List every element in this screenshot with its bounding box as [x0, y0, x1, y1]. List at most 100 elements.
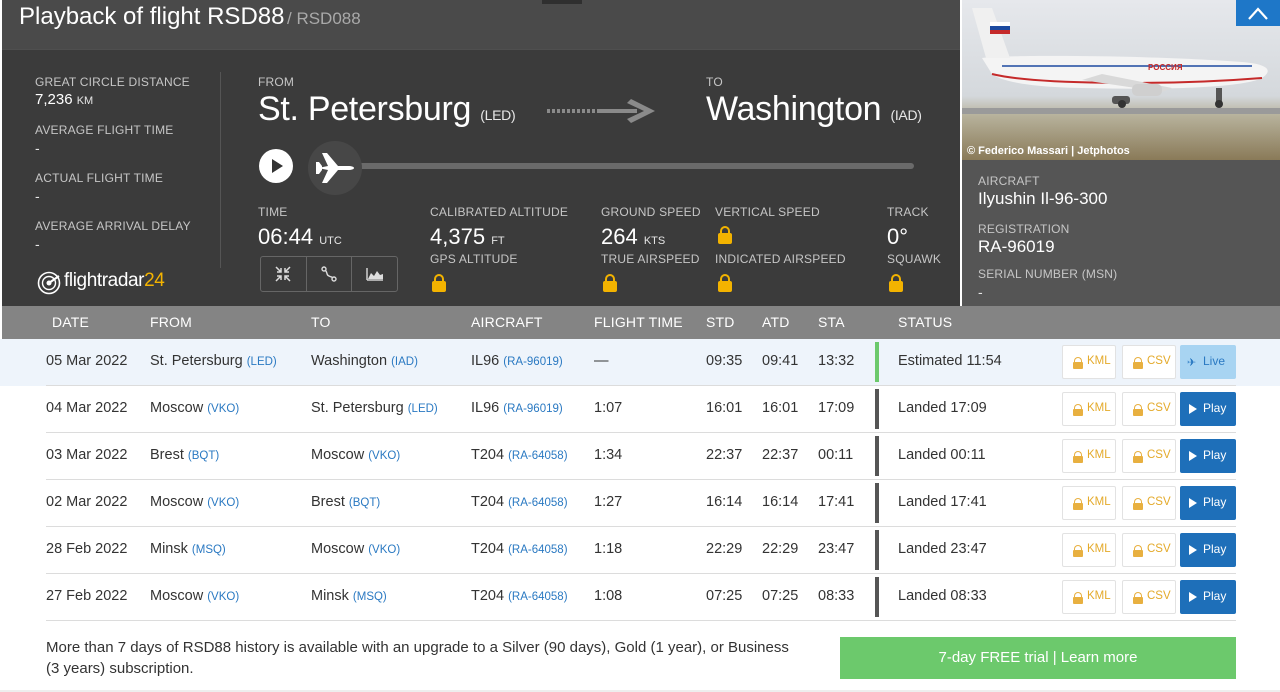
- from-code-link[interactable]: (MSQ): [191, 544, 226, 556]
- std-cell: 22:29: [706, 541, 743, 557]
- chart-icon: [365, 268, 383, 281]
- kml-button[interactable]: KML: [1062, 533, 1116, 567]
- live-button[interactable]: ✈ Live: [1180, 345, 1236, 379]
- plane-icon: [316, 153, 354, 183]
- registration-label: REGISTRATION: [978, 222, 1070, 236]
- csv-button[interactable]: CSV: [1122, 392, 1176, 426]
- indicated-airspeed-lock-icon: [718, 274, 732, 292]
- status-cell: Estimated 11:54: [898, 353, 1002, 369]
- avg-flight-time-label: AVERAGE FLIGHT TIME: [35, 123, 174, 137]
- to-code-link[interactable]: (VKO): [368, 544, 401, 556]
- actual-flight-time-label: ACTUAL FLIGHT TIME: [35, 171, 164, 185]
- kml-button[interactable]: KML: [1062, 439, 1116, 473]
- registration-link[interactable]: (RA-64058): [508, 450, 568, 462]
- title-bar: Playback of flight RSD88 / RSD088: [2, 0, 960, 50]
- to-cell: St. Petersburg (LED): [311, 400, 438, 416]
- from-code-link[interactable]: (VKO): [207, 497, 240, 509]
- csv-button[interactable]: CSV: [1122, 580, 1176, 614]
- to-code-link[interactable]: (VKO): [368, 450, 401, 462]
- registration-link[interactable]: (RA-64058): [508, 544, 568, 556]
- status-indicator: [875, 483, 879, 523]
- kml-button[interactable]: KML: [1062, 345, 1116, 379]
- timeline-handle[interactable]: [308, 141, 362, 195]
- row-divider: [46, 573, 1236, 574]
- flight-header: Playback of flight RSD88 / RSD088 GREAT …: [0, 0, 1280, 306]
- csv-button[interactable]: CSV: [1122, 486, 1176, 520]
- csv-button[interactable]: CSV: [1122, 533, 1176, 567]
- squawk-lock-icon: [889, 274, 903, 292]
- table-row[interactable]: 05 Mar 2022 St. Petersburg (LED) Washingto…: [0, 339, 1280, 386]
- from-code-link[interactable]: (LED): [246, 356, 277, 368]
- csv-button[interactable]: CSV: [1122, 345, 1176, 379]
- lock-icon: [1073, 545, 1083, 557]
- livery-text: РОССИЯ: [1148, 63, 1183, 72]
- from-code-link[interactable]: (VKO): [207, 591, 240, 603]
- to-code-link[interactable]: (LED): [407, 403, 438, 415]
- collapse-button[interactable]: [261, 257, 307, 291]
- play-icon: [1189, 498, 1197, 508]
- great-circle-value: 7,236 KM: [35, 91, 94, 108]
- col-sta: STA: [818, 314, 845, 330]
- track-value: 0°: [887, 224, 909, 249]
- altitude-graph-button[interactable]: [352, 257, 397, 291]
- from-cell: Brest (BQT): [150, 447, 220, 463]
- to-code-link[interactable]: (MSQ): [352, 591, 387, 603]
- status-cell: Landed 00:11: [898, 447, 986, 463]
- to-cell: Brest (BQT): [311, 494, 381, 510]
- playback-panel: Playback of flight RSD88 / RSD088 GREAT …: [2, 0, 960, 306]
- atd-cell: 22:37: [762, 447, 799, 463]
- flight-time-cell: 1:34: [594, 447, 623, 463]
- collapse-panel-button[interactable]: [1236, 0, 1280, 26]
- play-icon: [1189, 592, 1197, 602]
- col-from: FROM: [150, 314, 193, 330]
- to-code-link[interactable]: (BQT): [348, 497, 381, 509]
- map-controls: [260, 256, 398, 292]
- table-row[interactable]: 02 Mar 2022 Moscow (VKO) Brest (BQT) T204 (…: [0, 480, 1280, 527]
- status-indicator: [875, 342, 879, 382]
- free-trial-button[interactable]: 7-day FREE trial | Learn more: [840, 637, 1236, 679]
- kml-button[interactable]: KML: [1062, 392, 1116, 426]
- csv-button[interactable]: CSV: [1122, 439, 1176, 473]
- play-button[interactable]: Play: [1180, 580, 1236, 614]
- from-code-link[interactable]: (BQT): [187, 450, 220, 462]
- play-pause-button[interactable]: [259, 149, 293, 183]
- flight-time-cell: 1:27: [594, 494, 623, 510]
- registration-link[interactable]: (RA-64058): [508, 591, 568, 603]
- table-row[interactable]: 27 Feb 2022 Moscow (VKO) Minsk (MSQ) T204 (…: [0, 574, 1280, 621]
- kml-button[interactable]: KML: [1062, 486, 1116, 520]
- table-row[interactable]: 04 Mar 2022 Moscow (VKO) St. Petersburg (L…: [0, 386, 1280, 433]
- table-row[interactable]: 03 Mar 2022 Brest (BQT) Moscow (VKO) T204 (…: [0, 433, 1280, 480]
- lock-icon: [1073, 357, 1083, 369]
- status-indicator: [875, 530, 879, 570]
- upgrade-text: More than 7 days of RSD88 history is ava…: [46, 639, 789, 677]
- registration-link[interactable]: (RA-96019): [503, 403, 563, 415]
- bottom-divider: [0, 690, 1280, 692]
- kml-button[interactable]: KML: [1062, 580, 1116, 614]
- aircraft-cell: T204 (RA-64058): [471, 494, 568, 510]
- play-button[interactable]: Play: [1180, 392, 1236, 426]
- aircraft-cell: IL96 (RA-96019): [471, 400, 563, 416]
- vertical-speed-lock-icon: [718, 226, 732, 244]
- sta-cell: 08:33: [818, 588, 855, 604]
- row-divider: [46, 526, 1236, 527]
- timeline-track[interactable]: [342, 163, 914, 169]
- from-cell: Minsk (MSQ): [150, 541, 226, 557]
- col-date: DATE: [52, 314, 90, 330]
- from-code-link[interactable]: (VKO): [207, 403, 240, 415]
- play-button[interactable]: Play: [1180, 533, 1236, 567]
- play-button[interactable]: Play: [1180, 486, 1236, 520]
- great-circle-label: GREAT CIRCLE DISTANCE: [35, 75, 190, 89]
- tab-handle: [542, 0, 582, 4]
- registration-link[interactable]: (RA-96019): [503, 356, 563, 368]
- lock-icon: [1133, 357, 1143, 369]
- registration-link[interactable]: (RA-64058): [508, 497, 568, 509]
- from-city: St. Petersburg (LED): [258, 90, 516, 128]
- from-cell: St. Petersburg (LED): [150, 353, 277, 369]
- to-code-link[interactable]: (IAD): [391, 356, 418, 368]
- table-row[interactable]: 28 Feb 2022 Minsk (MSQ) Moscow (VKO) T204 (…: [0, 527, 1280, 574]
- route-button[interactable]: [307, 257, 353, 291]
- play-button[interactable]: Play: [1180, 439, 1236, 473]
- date-cell: 05 Mar 2022: [46, 353, 128, 369]
- to-cell: Minsk (MSQ): [311, 588, 387, 604]
- aircraft-photo[interactable]: РОССИЯ © Federico Massari | Jetphotos: [962, 0, 1280, 160]
